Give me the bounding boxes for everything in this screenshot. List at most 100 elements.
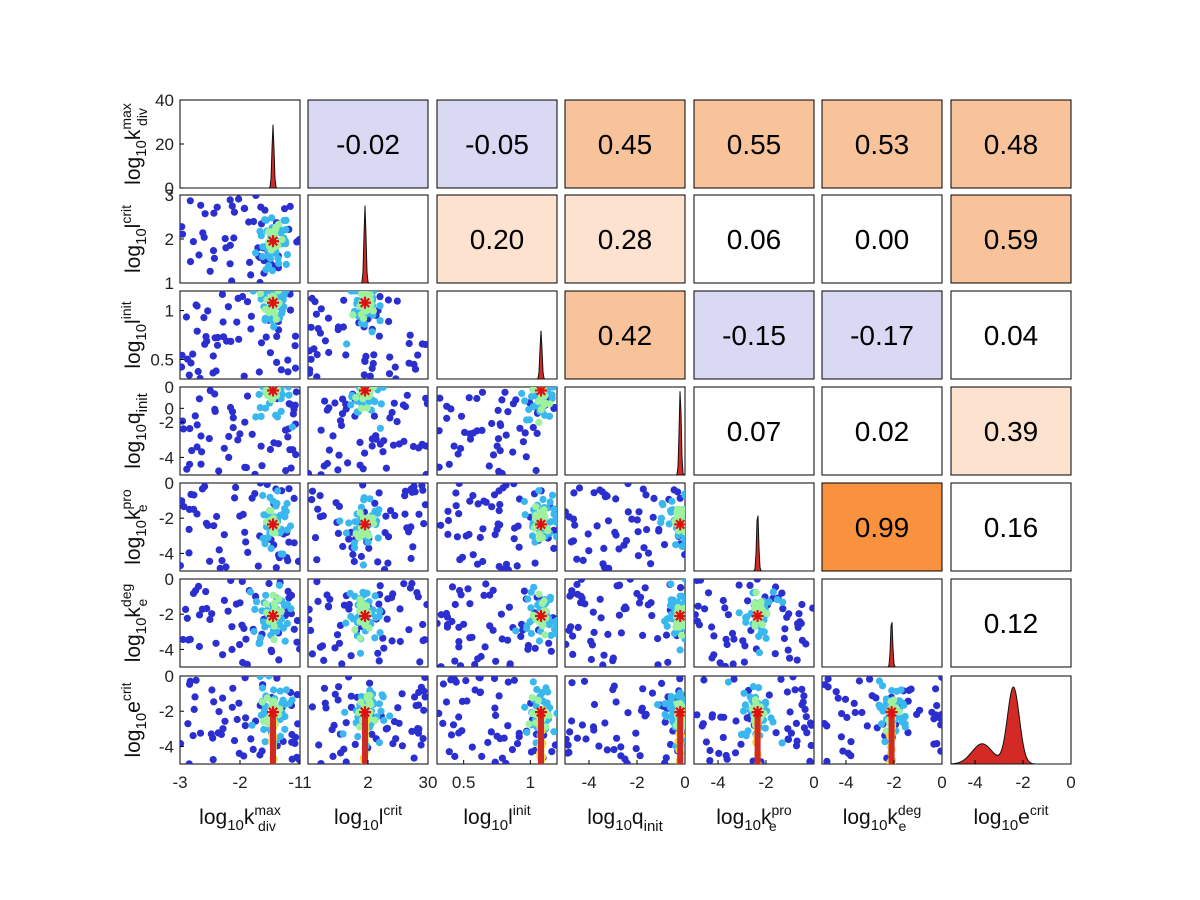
sample-point <box>548 748 556 756</box>
sample-point <box>274 291 282 295</box>
sample-point <box>268 528 277 537</box>
best-estimate-marker <box>535 610 547 622</box>
sample-point <box>356 634 364 642</box>
sample-point <box>850 699 858 708</box>
sample-point <box>262 600 270 608</box>
sample-point <box>451 752 459 761</box>
sample-point <box>577 579 586 583</box>
scatter-points <box>565 676 685 764</box>
sample-point <box>394 704 402 712</box>
sample-point <box>398 690 406 698</box>
sample-point <box>589 608 597 616</box>
sample-point <box>243 660 251 667</box>
sample-point <box>256 278 264 283</box>
sample-point <box>232 600 240 608</box>
sample-point <box>366 372 374 379</box>
sample-point <box>325 446 333 454</box>
sample-point <box>374 649 382 657</box>
correlation-cell <box>307 99 429 189</box>
sample-point <box>676 676 684 683</box>
panel-r4-c0 <box>179 482 301 572</box>
sample-point <box>771 650 779 658</box>
best-estimate-marker <box>751 706 764 719</box>
sample-point <box>498 396 506 404</box>
sample-point <box>308 323 315 331</box>
y-tick-label: 0 <box>165 474 174 493</box>
best-estimate-marker <box>674 706 685 719</box>
sample-point <box>798 600 806 609</box>
sample-point <box>335 683 343 691</box>
sample-point <box>389 441 398 449</box>
correlation-cell <box>821 290 943 380</box>
sample-point <box>240 624 248 633</box>
sample-point <box>229 684 237 692</box>
scatter-points <box>437 483 557 571</box>
sample-point <box>801 705 809 714</box>
sample-point <box>498 635 506 643</box>
y-axis-label-kedeg: log10kdege <box>118 584 150 663</box>
sample-point <box>284 387 293 391</box>
correlation-cell <box>821 386 943 476</box>
sample-point <box>457 412 466 420</box>
sample-point <box>639 631 647 640</box>
sample-point <box>410 483 418 490</box>
sample-point <box>215 708 223 716</box>
sample-point <box>343 340 351 348</box>
sample-point <box>753 579 761 583</box>
panel-r0-c6: 0.48 <box>950 99 1072 189</box>
sample-point <box>282 226 290 234</box>
x-axis-labels: log10kmax div log10lcrit log10linit log10qin… <box>199 802 1048 835</box>
panel-r6-c6 <box>950 675 1072 765</box>
sample-point <box>858 708 866 717</box>
sample-point <box>323 406 331 414</box>
sample-point <box>533 685 541 694</box>
sample-point <box>452 502 460 510</box>
sample-point <box>242 714 250 722</box>
sample-point <box>308 605 313 613</box>
sample-point <box>239 292 247 301</box>
correlation-cell <box>950 578 1072 668</box>
scatter-points <box>437 580 557 667</box>
sample-point <box>267 646 275 654</box>
sample-point <box>268 214 276 222</box>
sample-point <box>245 218 253 226</box>
x-tick-label: -2 <box>886 773 901 792</box>
sample-point <box>600 544 608 553</box>
sample-point <box>274 487 282 495</box>
sample-point <box>371 398 379 406</box>
sample-point <box>484 738 492 747</box>
sample-point <box>392 735 400 743</box>
sample-point <box>620 541 628 549</box>
sample-point <box>381 566 389 571</box>
sample-point <box>320 656 328 665</box>
sample-point <box>371 634 379 642</box>
sample-point <box>278 390 286 399</box>
sample-point <box>393 418 401 426</box>
sample-point <box>580 677 589 685</box>
sample-point <box>450 442 458 450</box>
sample-point <box>628 515 636 523</box>
best-estimate-marker <box>359 387 371 397</box>
sample-point <box>273 413 282 421</box>
sample-point <box>191 412 199 420</box>
panel-r6-c2 <box>436 675 558 765</box>
sample-point <box>350 557 358 566</box>
sample-point <box>246 258 254 266</box>
sample-point <box>624 508 632 516</box>
sample-point <box>783 613 791 621</box>
sample-point <box>407 523 415 531</box>
sample-point <box>510 535 518 543</box>
y-tick-label: -4 <box>159 640 174 659</box>
sample-point <box>527 629 536 638</box>
sample-point <box>293 638 300 646</box>
sample-point <box>357 600 366 608</box>
best-estimate-marker <box>359 296 371 309</box>
sample-point <box>308 369 314 377</box>
sample-point <box>225 453 233 461</box>
sample-point <box>385 317 393 326</box>
sample-point <box>752 588 760 597</box>
sample-point <box>548 491 557 499</box>
x-tick-label: 0 <box>809 773 818 792</box>
sample-point <box>744 597 752 605</box>
sample-point <box>677 631 685 640</box>
